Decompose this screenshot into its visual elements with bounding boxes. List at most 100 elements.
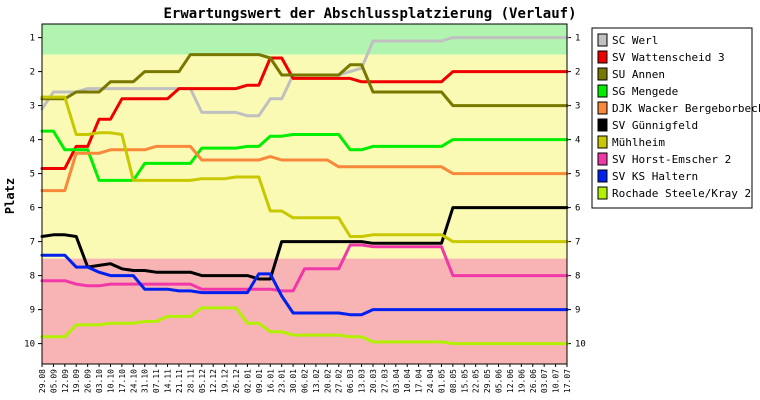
legend-entry-label: SC Werl <box>612 34 658 47</box>
x-tick-label: 19.06 <box>517 369 526 393</box>
y-axis-right-ticks: 1 2 3 4 5 6 7 8 9 10 <box>567 34 586 350</box>
legend-swatch <box>597 50 608 64</box>
legend-swatch <box>597 186 608 200</box>
x-tick-label: 27.03 <box>380 369 389 393</box>
x-tick-label: 07.11 <box>152 369 161 393</box>
series-line-4 <box>40 129 569 182</box>
legend-entry-label: SV Horst-Emscher 2 <box>612 153 731 166</box>
y-tick-label-left: 6 <box>30 204 35 214</box>
x-tick-label: 17.10 <box>118 369 127 393</box>
x-tick-label: 15.05 <box>460 369 469 393</box>
x-tick-label: 26.06 <box>529 369 538 393</box>
legend-entry-label: SV Wattenscheid 3 <box>612 51 725 64</box>
legend-entry-label: Rochade Steele/Kray 2 <box>612 187 751 200</box>
y-tick-label-left: 1 <box>30 34 35 44</box>
x-tick-label: 29.08 <box>38 369 47 393</box>
x-tick-label: 06.02 <box>301 369 310 393</box>
x-tick-label: 03.04 <box>392 369 401 393</box>
y-tick-label-right: 4 <box>575 136 580 146</box>
x-tick-label: 09.01 <box>255 369 264 393</box>
x-tick-label: 10.07 <box>552 369 561 393</box>
legend-swatch <box>597 84 608 98</box>
y-tick-label-right: 8 <box>575 272 580 282</box>
y-tick-label-left: 9 <box>30 306 35 316</box>
y-tick-label-left: 5 <box>30 170 35 180</box>
x-tick-label: 19.09 <box>72 369 81 393</box>
y-tick-label-right: 9 <box>575 306 580 316</box>
x-tick-label: 01.05 <box>437 369 446 393</box>
series-lines <box>40 36 569 346</box>
x-tick-label: 14.11 <box>164 369 173 393</box>
x-tick-label: 08.05 <box>449 369 458 393</box>
series-line-10 <box>40 306 569 346</box>
x-tick-label: 05.12 <box>198 369 207 393</box>
legend-swatch <box>597 101 608 115</box>
x-tick-label: 05.09 <box>49 369 58 393</box>
x-tick-label: 02.01 <box>243 369 252 393</box>
x-tick-label: 31.10 <box>141 369 150 393</box>
x-tick-label: 27.02 <box>335 369 344 393</box>
series-line-5 <box>40 144 569 193</box>
series-line-3 <box>40 53 569 108</box>
series-line-9 <box>40 253 569 317</box>
series-line-8 <box>40 243 569 293</box>
series-line-2 <box>40 56 569 170</box>
x-tick-label: 12.12 <box>209 369 218 393</box>
y-tick-label-right: 10 <box>575 340 586 350</box>
series-line-7 <box>40 95 569 244</box>
y-tick-label-right: 3 <box>575 102 580 112</box>
y-tick-label-left: 7 <box>30 238 35 248</box>
x-tick-label: 19.12 <box>221 369 230 393</box>
chart-title: Erwartungswert der Abschlussplatzierung … <box>163 6 576 22</box>
y-tick-label-right: 7 <box>575 238 580 248</box>
x-tick-label: 12.09 <box>61 369 70 393</box>
y-tick-label-right: 2 <box>575 68 580 78</box>
x-axis-ticks: 29.08 05.09 12.09 19.09 26.09 03.10 10.10 17.10… <box>38 364 572 393</box>
y-tick-label-right: 6 <box>575 204 580 214</box>
x-tick-label: 23.01 <box>278 369 287 393</box>
legend-swatch <box>597 135 608 149</box>
x-tick-label: 28.11 <box>186 369 195 393</box>
x-tick-label: 13.03 <box>358 369 367 393</box>
x-tick-label: 20.03 <box>369 369 378 393</box>
x-tick-label: 05.06 <box>495 369 504 393</box>
y-tick-label-left: 4 <box>30 136 35 146</box>
x-tick-label: 06.03 <box>346 369 355 393</box>
x-tick-label: 17.07 <box>563 369 572 393</box>
legend-box <box>591 27 753 209</box>
y-tick-label-left: 3 <box>30 102 35 112</box>
legend-entry-label: SG Mengede <box>612 85 678 98</box>
x-tick-label: 16.01 <box>266 369 275 393</box>
y-tick-label-left: 10 <box>24 340 35 350</box>
legend-swatch <box>597 152 608 166</box>
x-tick-label: 30.01 <box>289 369 298 393</box>
y-axis-left-ticks: 1 2 3 4 5 6 7 8 9 10 <box>24 34 42 350</box>
legend: SC Werl SV Wattenscheid 3 SU Annen SG Menge… <box>591 27 760 209</box>
x-tick-label: 12.06 <box>506 369 515 393</box>
x-tick-label: 29.05 <box>483 369 492 393</box>
x-tick-label: 20.02 <box>323 369 332 393</box>
plot-frame <box>41 23 568 365</box>
legend-swatch <box>597 33 608 47</box>
zone-band-1 <box>42 24 567 55</box>
x-tick-label: 24.04 <box>426 369 435 393</box>
legend-entry-label: DJK Wacker Bergeborbeck <box>612 102 760 115</box>
zone-band-2 <box>42 54 567 259</box>
legend-entry-label: Mühlheim <box>612 136 665 149</box>
x-tick-label: 26.09 <box>84 369 93 393</box>
legend-entry-label: SU Annen <box>612 68 665 81</box>
x-tick-label: 10.10 <box>106 369 115 393</box>
x-tick-label: 24.10 <box>129 369 138 393</box>
legend-swatch <box>597 169 608 183</box>
legend-swatch <box>597 118 608 132</box>
series-line-6 <box>40 206 569 281</box>
y-tick-label-right: 5 <box>575 170 580 180</box>
x-tick-label: 10.04 <box>403 369 412 393</box>
y-tick-label-left: 8 <box>30 272 35 282</box>
x-tick-label: 26.12 <box>232 369 241 393</box>
x-tick-label: 03.10 <box>95 369 104 393</box>
legend-entry-label: SV KS Haltern <box>612 170 698 183</box>
x-tick-label: 03.07 <box>540 369 549 393</box>
y-tick-label-left: 2 <box>30 68 35 78</box>
